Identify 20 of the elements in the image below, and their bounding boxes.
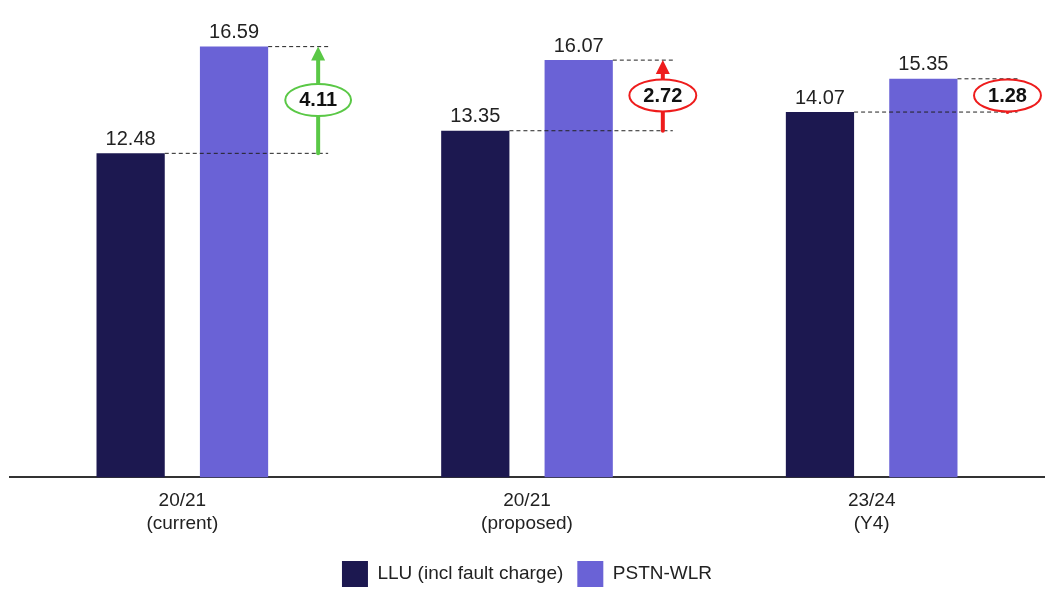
data-label: 14.07 bbox=[794, 85, 845, 108]
data-label: 16.59 bbox=[209, 20, 260, 43]
data-label: 15.35 bbox=[898, 52, 949, 75]
data-label: 16.07 bbox=[553, 33, 604, 56]
bar bbox=[96, 153, 165, 478]
legend-label: PSTN-WLR bbox=[612, 562, 713, 584]
annotation: 1.28 bbox=[988, 83, 1027, 106]
annotation: 2.72 bbox=[643, 83, 683, 106]
x-tick-label: 23/24 (Y4) bbox=[847, 489, 896, 533]
bar bbox=[441, 130, 510, 478]
bar bbox=[785, 112, 855, 478]
bar bbox=[544, 60, 613, 478]
data-label: 13.35 bbox=[450, 104, 501, 127]
annotation: 4.11 bbox=[299, 88, 338, 111]
x-tick-label: 20/21 (proposed) bbox=[481, 489, 573, 533]
bar bbox=[889, 78, 958, 478]
x-tick-label: 20/21 (current) bbox=[146, 489, 219, 533]
legend-label: LLU (incl fault charge) bbox=[377, 562, 564, 584]
bar bbox=[199, 46, 269, 478]
data-label: 12.48 bbox=[105, 126, 156, 149]
